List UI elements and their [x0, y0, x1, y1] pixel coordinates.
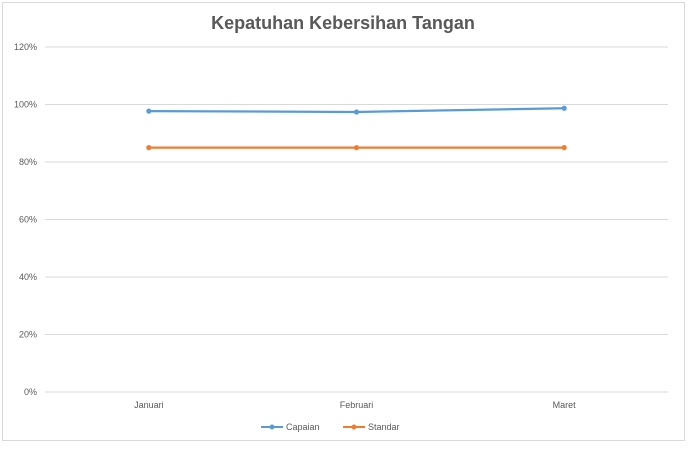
data-point: [353, 109, 360, 115]
y-tick-label: 120%: [14, 42, 37, 52]
legend-label: Standar: [368, 422, 400, 432]
y-tick-label: 80%: [19, 157, 37, 167]
y-tick-label: 0%: [24, 387, 37, 397]
legend-marker: [269, 424, 275, 430]
data-point: [353, 145, 360, 151]
chart-frame: [2, 2, 685, 441]
x-tick-label: Maret: [553, 400, 577, 410]
data-point: [146, 108, 152, 114]
y-tick-label: 40%: [19, 272, 37, 282]
y-axis-ticks: 0% 20% 40% 60% 80% 100% 120%: [14, 42, 37, 397]
legend-label: Capaian: [286, 422, 320, 432]
legend: Capaian Standar: [261, 422, 400, 432]
gridlines: [45, 46, 668, 393]
chart-title: Kepatuhan Kebersihan Tangan: [211, 13, 475, 33]
y-tick-label: 20%: [19, 330, 37, 340]
data-point: [146, 145, 152, 151]
x-tick-label: Januari: [134, 400, 164, 410]
x-tick-label: Februari: [340, 400, 374, 410]
legend-marker: [351, 424, 357, 430]
data-point: [561, 145, 567, 151]
y-tick-label: 60%: [19, 215, 37, 225]
data-point: [561, 105, 567, 111]
series-layer: [146, 105, 567, 151]
y-tick-label: 100%: [14, 100, 37, 110]
x-axis-ticks: Januari Februari Maret: [134, 400, 576, 410]
